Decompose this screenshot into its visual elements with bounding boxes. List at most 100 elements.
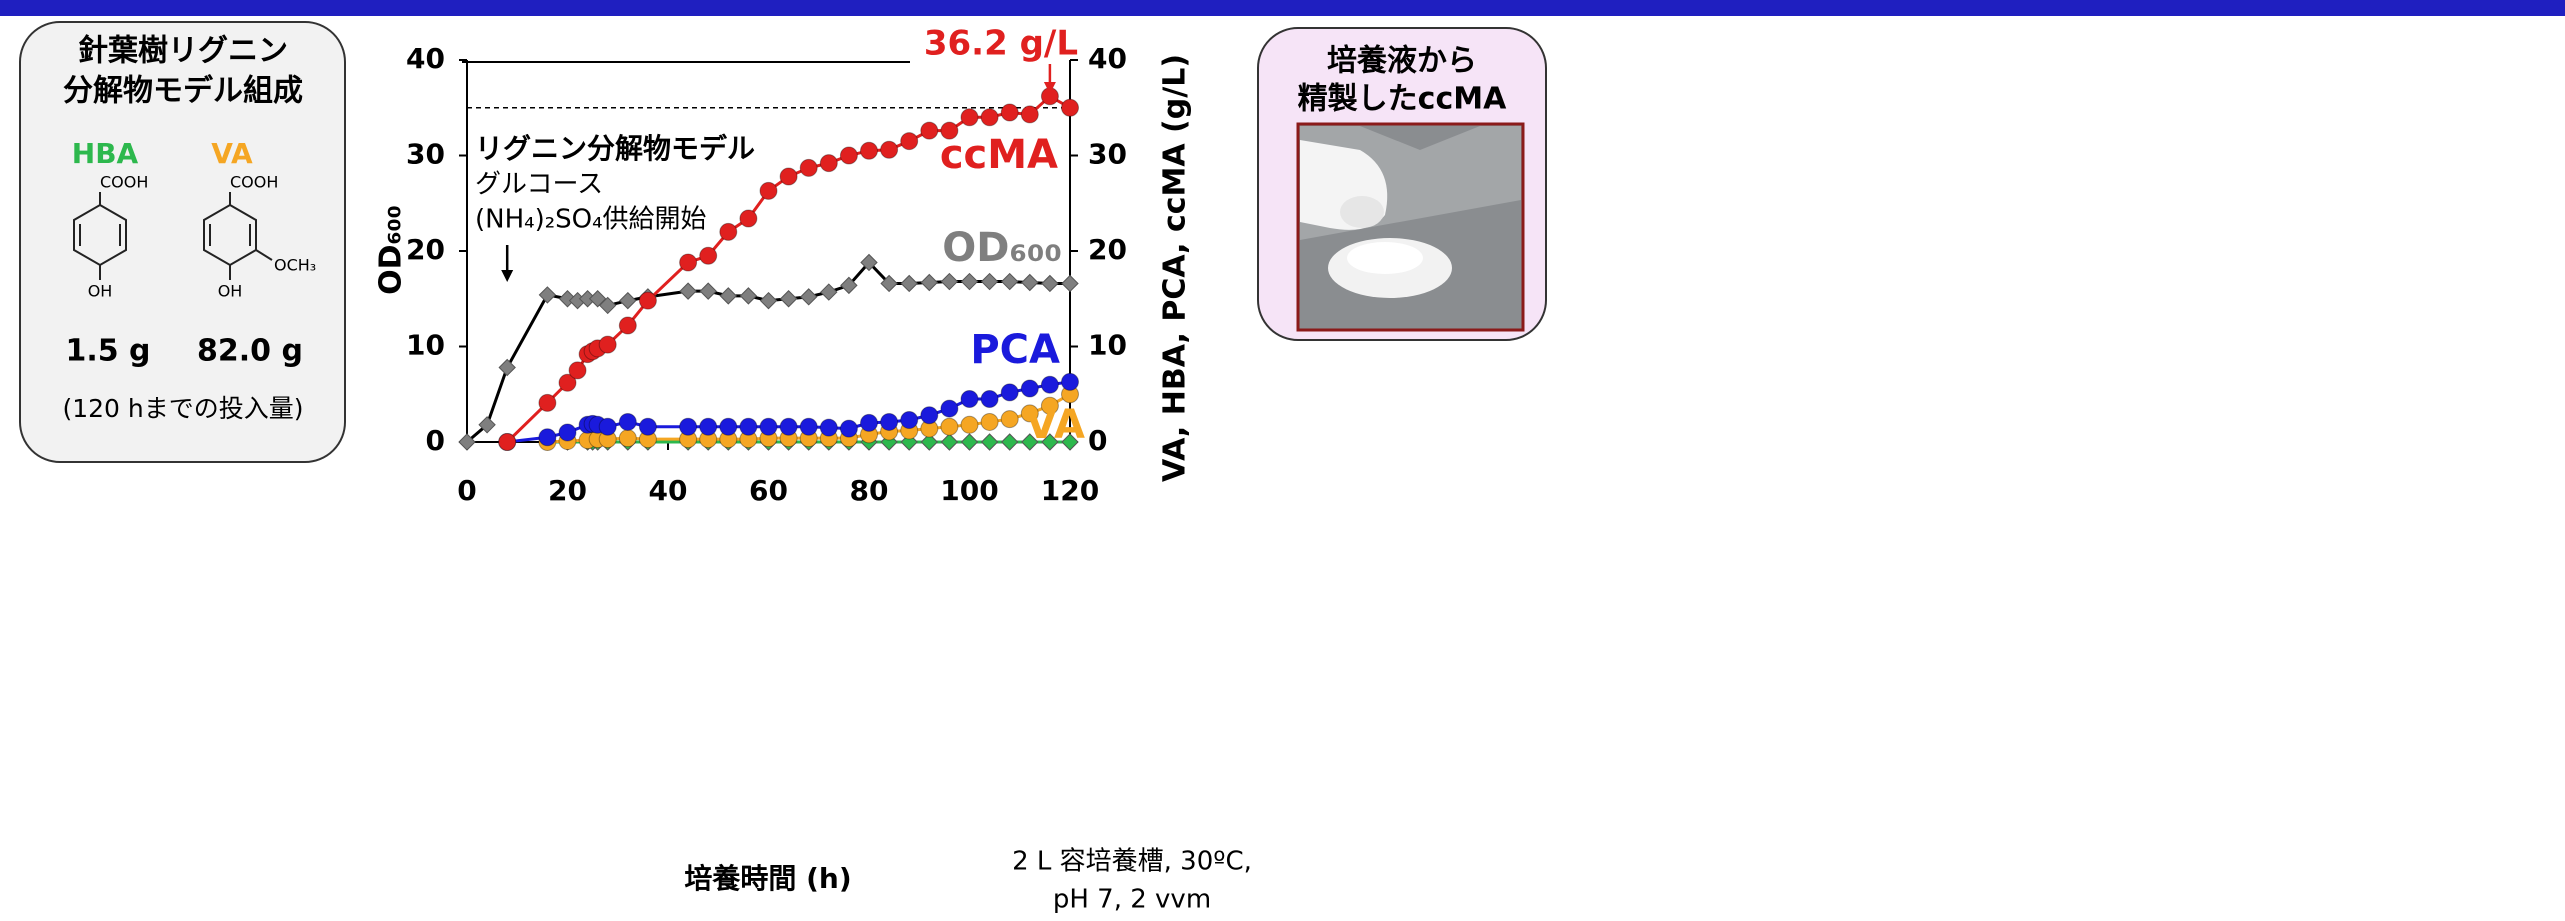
compound-name: HBA (72, 137, 139, 170)
data-point (760, 182, 777, 199)
data-point (881, 141, 898, 158)
data-point (599, 418, 616, 435)
data-point (680, 418, 697, 435)
series-label: PCA (970, 327, 1060, 373)
x-tick-label: 40 (649, 474, 688, 507)
data-point (901, 133, 918, 150)
data-point (820, 155, 837, 172)
figure: 針葉樹リグニン 分解物モデル組成 HBA VA COOH OH COOH OH … (0, 0, 2565, 921)
data-point (861, 142, 878, 159)
data-point (620, 293, 636, 309)
data-point (619, 413, 636, 430)
data-point (539, 429, 556, 446)
y2-axis-label: VA, HBA, PCA, ccMA (g/L) (1158, 54, 1193, 482)
data-point (941, 274, 957, 290)
x-tick-label: 60 (749, 474, 788, 507)
data-point (539, 394, 556, 411)
left-panel: 針葉樹リグニン 分解物モデル組成 HBA VA COOH OH COOH OH … (20, 22, 345, 462)
data-point (1002, 274, 1018, 290)
series-label: OD₆₀₀ (942, 225, 1062, 271)
page: {"chart_data": {"type": "line", "xlabel"… (0, 0, 2565, 921)
data-point (599, 336, 616, 353)
amount: 82.0 g (197, 334, 303, 369)
data-point (941, 418, 958, 435)
right-panel: 培養液から 精製したccMA (1258, 28, 1546, 340)
data-point (740, 418, 757, 435)
data-point (1001, 384, 1018, 401)
data-point (901, 275, 917, 291)
y2-tick-label: 40 (1088, 42, 1127, 75)
footnote: pH 7, 2 vvm (1053, 885, 1211, 915)
x-tick-label: 0 (457, 474, 476, 507)
chem-label: OH (88, 282, 113, 301)
y2-tick-label: 10 (1088, 329, 1127, 362)
photo-bottle-mouth (1340, 196, 1384, 228)
data-point (962, 434, 978, 450)
data-point (700, 418, 717, 435)
annotation: リグニン分解物モデル (475, 132, 755, 165)
panel-title: 針葉樹リグニン (78, 34, 288, 69)
data-point (780, 168, 797, 185)
amount: 1.5 g (65, 334, 150, 369)
data-point (861, 414, 878, 431)
data-point (780, 418, 797, 435)
data-point (680, 283, 696, 299)
data-point (840, 420, 857, 437)
annotation-arrowhead (501, 270, 513, 282)
data-point (1042, 275, 1058, 291)
annotation: (NH₄)₂SO₄供給開始 (475, 205, 707, 235)
data-point (680, 254, 697, 271)
x-tick-label: 100 (940, 474, 998, 507)
data-point (1062, 275, 1078, 291)
panel-title: 培養液から (1327, 44, 1477, 79)
data-point (639, 418, 656, 435)
data-point (921, 122, 938, 139)
y-tick-label: 0 (426, 424, 445, 457)
y2-tick-label: 30 (1088, 138, 1127, 171)
data-point (800, 418, 817, 435)
y2-tick-label: 20 (1088, 233, 1127, 266)
data-point (941, 400, 958, 417)
data-point (982, 434, 998, 450)
data-point (981, 413, 998, 430)
y-axis-label: OD₆₀₀ (374, 205, 409, 295)
data-point (781, 291, 797, 307)
data-point (961, 416, 978, 433)
y2-tick-label: 0 (1088, 424, 1107, 457)
data-point (1002, 434, 1018, 450)
data-point (1062, 373, 1079, 390)
data-point (1001, 411, 1018, 428)
y-tick-label: 30 (406, 138, 445, 171)
data-point (821, 284, 837, 300)
data-point (921, 407, 938, 424)
data-point (720, 418, 737, 435)
data-point (619, 430, 636, 447)
data-point (962, 274, 978, 290)
x-tick-label: 120 (1041, 474, 1099, 507)
data-point (499, 434, 516, 451)
x-axis-label: 培養時間 (h) (684, 862, 851, 895)
compound-name: VA (211, 137, 253, 170)
data-point (961, 109, 978, 126)
annotation: グルコース (475, 170, 603, 200)
data-point (700, 247, 717, 264)
header-bar (0, 0, 2565, 16)
data-point (941, 434, 957, 450)
data-point (800, 159, 817, 176)
data-point (840, 147, 857, 164)
data-point (801, 289, 817, 305)
data-point (619, 317, 636, 334)
panel-title: 精製したccMA (1298, 82, 1507, 117)
data-point (961, 391, 978, 408)
y-tick-label: 10 (406, 329, 445, 362)
data-point (740, 210, 757, 227)
data-point (1001, 104, 1018, 121)
data-point (761, 293, 777, 309)
x-tick-label: 20 (548, 474, 587, 507)
y-tick-label: 40 (406, 42, 445, 75)
data-point (740, 288, 756, 304)
data-point (820, 419, 837, 436)
data-point (499, 360, 515, 376)
data-point (981, 109, 998, 126)
